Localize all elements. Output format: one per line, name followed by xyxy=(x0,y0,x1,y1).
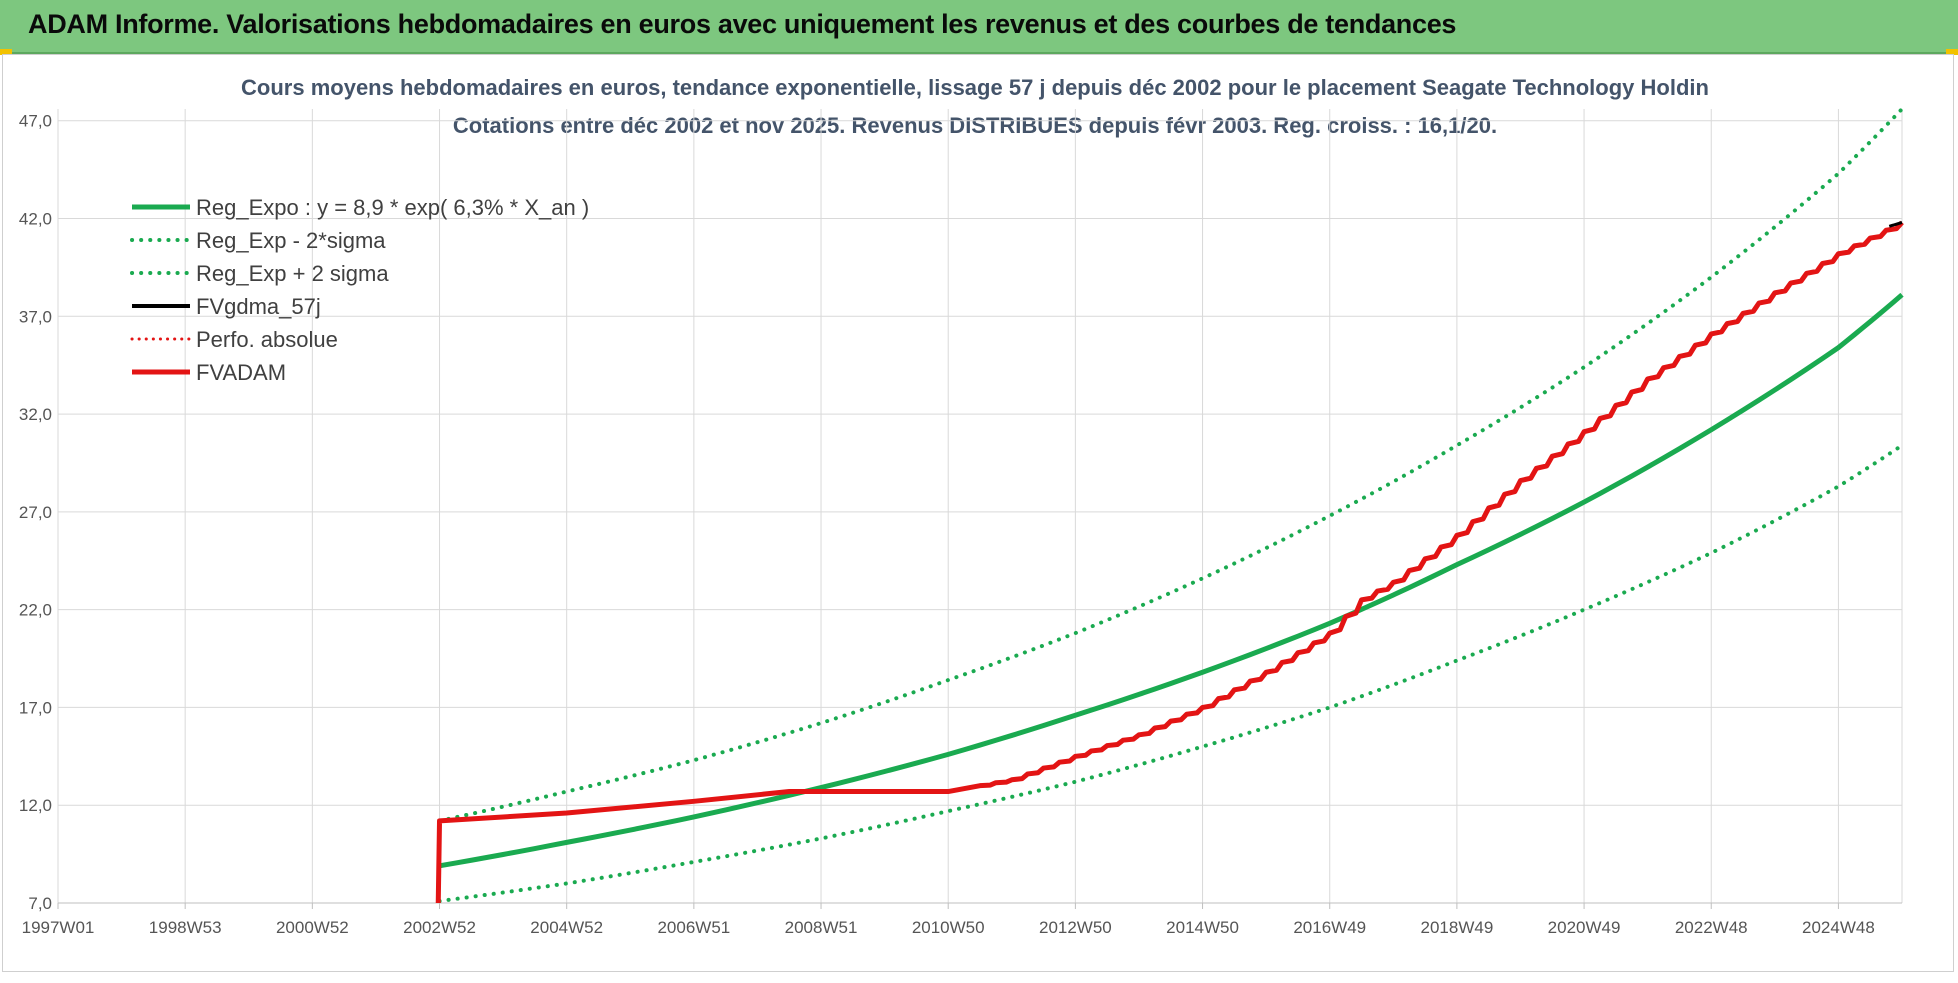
x-tick-label: 2006W51 xyxy=(657,918,730,937)
x-tick-label: 2004W52 xyxy=(530,918,603,937)
x-tick-label: 2024W48 xyxy=(1802,918,1875,937)
x-tick-label: 1997W01 xyxy=(22,918,95,937)
chart-area: Cours moyens hebdomadaires en euros, ten… xyxy=(0,54,1958,978)
series-lines xyxy=(435,107,1904,904)
y-tick-label: 22,0 xyxy=(19,601,52,620)
chart-title-line1: Cours moyens hebdomadaires en euros, ten… xyxy=(241,75,1709,100)
x-tick-label: 2012W50 xyxy=(1039,918,1112,937)
x-tick-label: 2022W48 xyxy=(1675,918,1748,937)
legend-label: FVADAM xyxy=(196,360,286,385)
legend-label: Reg_Exp - 2*sigma xyxy=(196,228,386,253)
y-tick-label: 27,0 xyxy=(19,503,52,522)
report-title: ADAM Informe. Valorisations hebdomadaire… xyxy=(28,9,1457,39)
legend-label: FVgdma_57j xyxy=(196,294,321,319)
x-tick-label: 2020W49 xyxy=(1548,918,1621,937)
series-line-5 xyxy=(435,220,1904,904)
report-banner: ADAM Informe. Valorisations hebdomadaire… xyxy=(0,0,1958,54)
x-axis: 1997W01 1998W53 2000W52 2002W52 2004W52 2006W… xyxy=(22,902,1902,937)
y-axis: 7,0 12,0 17,0 22,0 27,0 32,0 37,0 42,0 47,0 xyxy=(19,112,52,913)
series-line-3 xyxy=(1888,220,1903,228)
corner-mark-left xyxy=(0,49,12,55)
x-tick-label: 2018W49 xyxy=(1421,918,1494,937)
y-tick-label: 7,0 xyxy=(28,894,52,913)
legend-label: Perfo. absolue xyxy=(196,327,338,352)
x-tick-label: 2016W49 xyxy=(1293,918,1366,937)
x-tick-label: 1998W53 xyxy=(149,918,222,937)
corner-mark-right xyxy=(1946,49,1958,55)
y-tick-label: 42,0 xyxy=(19,210,52,229)
gridlines xyxy=(57,109,1903,904)
chart-svg: Cours moyens hebdomadaires en euros, ten… xyxy=(19,75,1904,937)
y-tick-label: 32,0 xyxy=(19,405,52,424)
y-tick-label: 12,0 xyxy=(19,796,52,815)
y-tick-label: 17,0 xyxy=(19,698,52,717)
legend-label: Reg_Exp + 2 sigma xyxy=(196,261,389,286)
y-tick-label: 37,0 xyxy=(19,307,52,326)
series-line-0 xyxy=(439,292,1904,869)
y-tick-label: 47,0 xyxy=(19,112,52,131)
legend: Reg_Expo : y = 8,9 * exp( 6,3% * X_an ) R… xyxy=(130,195,589,385)
series-line-2 xyxy=(437,107,1904,823)
chart-title-line2: Cotations entre déc 2002 et nov 2025. Re… xyxy=(453,113,1497,138)
x-tick-label: 2008W51 xyxy=(785,918,858,937)
x-tick-label: 2002W52 xyxy=(403,918,476,937)
legend-label: Reg_Expo : y = 8,9 * exp( 6,3% * X_an ) xyxy=(196,195,589,220)
x-tick-label: 2000W52 xyxy=(276,918,349,937)
series-line-1 xyxy=(437,443,1904,904)
x-tick-label: 2010W50 xyxy=(912,918,985,937)
x-tick-label: 2014W50 xyxy=(1166,918,1239,937)
